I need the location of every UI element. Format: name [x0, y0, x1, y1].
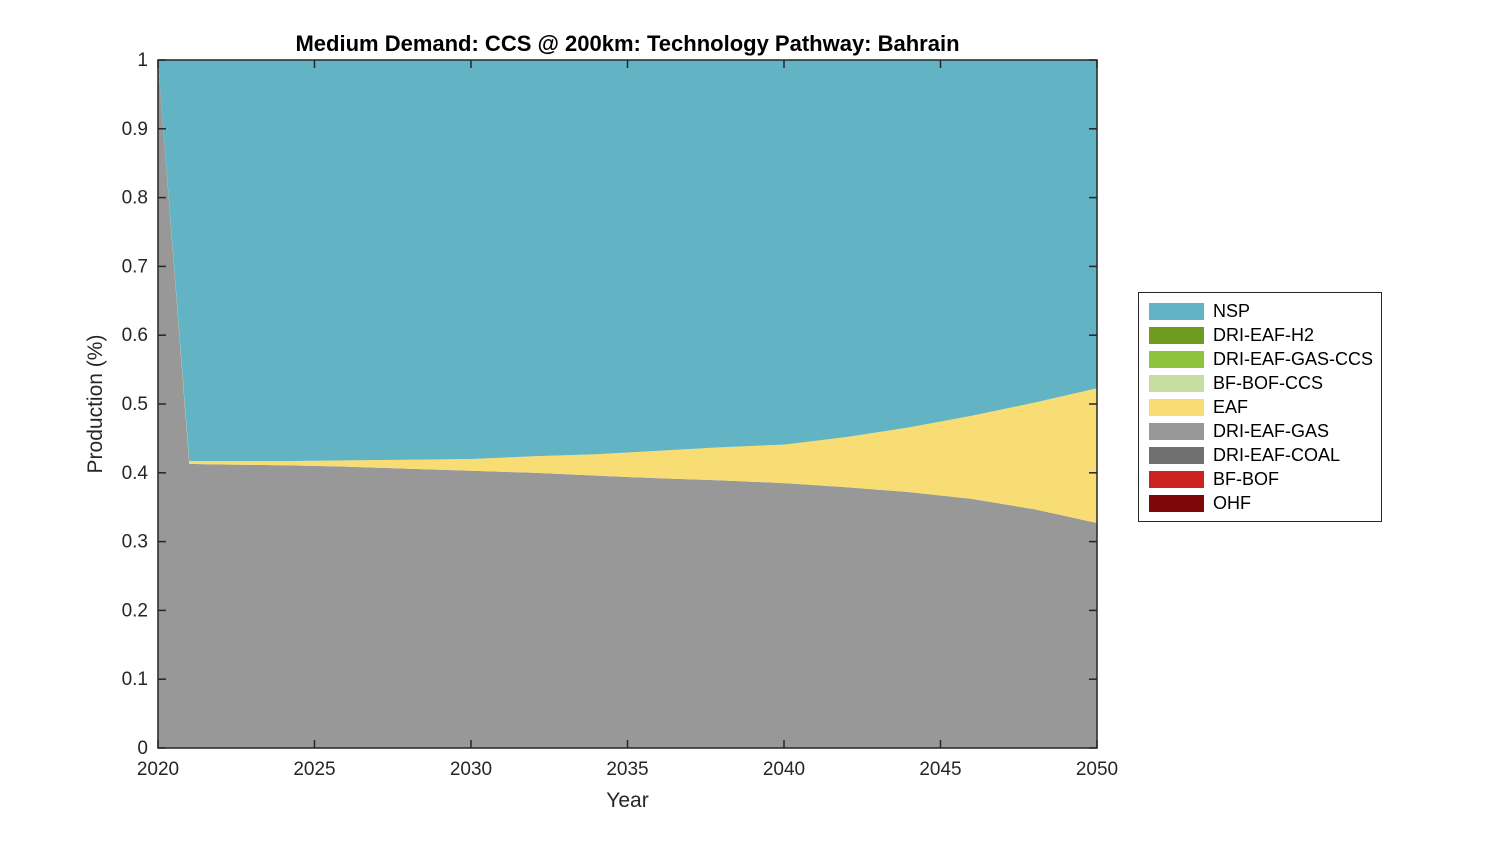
y-tick-label: 1 — [137, 50, 148, 71]
legend-label-DRI-EAF-GAS-CCS: DRI-EAF-GAS-CCS — [1213, 348, 1374, 369]
legend-item-BF-BOF: BF-BOF — [1139, 467, 1381, 491]
y-tick-label: 0 — [137, 738, 148, 759]
area-NSP — [158, 60, 1097, 462]
y-tick-label: 0.7 — [122, 256, 148, 277]
legend-label-OHF: OHF — [1213, 492, 1251, 513]
y-tick-label: 0.5 — [122, 394, 148, 415]
legend-swatch-BF-BOF — [1149, 470, 1204, 488]
legend-swatch-BF-BOF-CCS — [1149, 374, 1204, 392]
y-tick-label: 0.8 — [122, 188, 148, 209]
area-DRI-EAF-GAS — [158, 60, 1097, 748]
legend-item-DRI-EAF-H2: DRI-EAF-H2 — [1139, 323, 1381, 347]
y-tick-label: 0.3 — [122, 532, 148, 553]
legend: NSP DRI-EAF-H2 DRI-EAF-GAS-CCS BF-BOF-CCS EA… — [1138, 292, 1382, 522]
legend-swatch-EAF — [1149, 398, 1204, 416]
area-EAF — [158, 60, 1097, 523]
legend-item-DRI-EAF-GAS-CCS: DRI-EAF-GAS-CCS — [1139, 347, 1381, 371]
legend-label-BF-BOF: BF-BOF — [1213, 468, 1279, 489]
x-tick-label: 2030 — [450, 759, 492, 780]
legend-swatch-OHF — [1149, 494, 1204, 512]
y-tick-label: 0.2 — [122, 600, 148, 621]
legend-swatch-NSP — [1149, 302, 1204, 320]
x-tick-label: 2025 — [293, 759, 335, 780]
y-tick-label: 0.9 — [122, 119, 148, 140]
legend-swatch-DRI-EAF-COAL — [1149, 446, 1204, 464]
legend-swatch-DRI-EAF-H2 — [1149, 326, 1204, 344]
y-tick-label: 0.4 — [122, 463, 149, 484]
x-axis-label: Year — [606, 789, 649, 812]
legend-label-BF-BOF-CCS: BF-BOF-CCS — [1213, 372, 1323, 393]
x-tick-label: 2040 — [763, 759, 805, 780]
legend-item-DRI-EAF-COAL: DRI-EAF-COAL — [1139, 443, 1381, 467]
legend-label-DRI-EAF-COAL: DRI-EAF-COAL — [1213, 444, 1341, 465]
legend-item-OHF: OHF — [1139, 491, 1381, 515]
legend-swatch-DRI-EAF-GAS — [1149, 422, 1204, 440]
legend-item-NSP: NSP — [1139, 299, 1381, 323]
y-tick-label: 0.1 — [122, 669, 148, 690]
legend-swatch-DRI-EAF-GAS-CCS — [1149, 350, 1204, 368]
x-tick-label: 2020 — [137, 759, 179, 780]
legend-label-DRI-EAF-GAS: DRI-EAF-GAS — [1213, 420, 1330, 441]
legend-label-EAF: EAF — [1213, 396, 1249, 417]
x-tick-label: 2045 — [919, 759, 961, 780]
x-tick-label: 2050 — [1076, 759, 1118, 780]
x-tick-label: 2035 — [606, 759, 648, 780]
chart-title: Medium Demand: CCS @ 200km: Technology P… — [295, 31, 960, 56]
legend-label-DRI-EAF-H2: DRI-EAF-H2 — [1213, 324, 1315, 345]
legend-label-NSP: NSP — [1213, 300, 1251, 321]
y-axis-label: Production (%) — [84, 334, 107, 474]
y-tick-label: 0.6 — [122, 325, 148, 346]
legend-item-BF-BOF-CCS: BF-BOF-CCS — [1139, 371, 1381, 395]
legend-item-DRI-EAF-GAS: DRI-EAF-GAS — [1139, 419, 1381, 443]
legend-item-EAF: EAF — [1139, 395, 1381, 419]
